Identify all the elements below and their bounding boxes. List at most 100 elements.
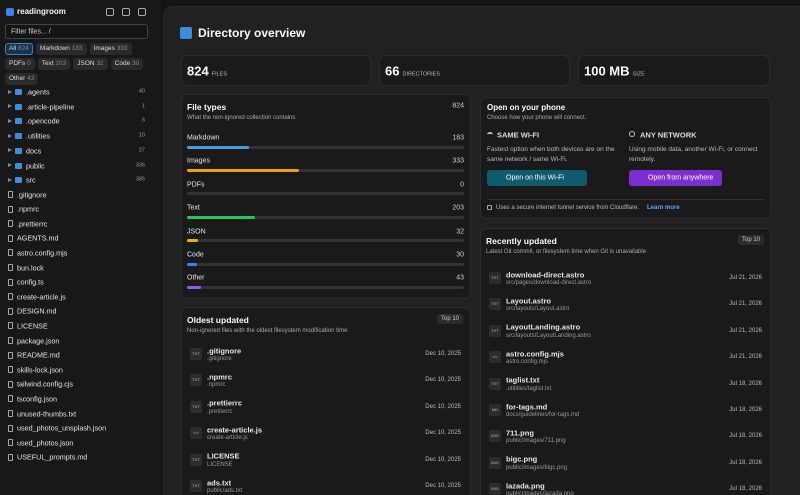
row-date: Dec 10, 2025 [425,456,461,463]
type-label: PDFs [187,181,205,189]
filter-chip[interactable]: Other 43 [5,73,39,85]
caret[interactable] [8,177,12,182]
row-date: Dec 10, 2025 [425,377,461,384]
row-name: LayoutLanding.astro [506,322,581,332]
file-icon [8,322,13,330]
file-icon [8,380,13,388]
filter-input[interactable]: Filter files... / [5,24,148,39]
stat: 824 FILES [187,64,227,78]
file-type-icon: IMG [489,483,501,495]
icon-label: TXT [192,377,200,383]
file-name: .gitignore [17,189,47,199]
file-name: DESIGN.md [17,306,57,316]
file-name: skills-lock.json [17,365,63,375]
chip-count: 30 [132,60,140,67]
row-path: .utilities/taglist.txt [506,385,552,392]
caret[interactable] [8,118,12,123]
row-date: Jul 18, 2026 [729,380,762,387]
bar-track [187,262,464,266]
icon-label: </> [193,430,199,436]
row-name: .gitignore [207,345,242,355]
file-types-card [181,94,471,299]
caret[interactable] [8,104,12,109]
caret[interactable] [8,133,12,138]
folder-name: .agents [26,87,50,97]
file-name: astro.config.mjs [17,248,68,258]
file-icon [8,453,13,461]
chip-count: 0 [27,60,31,67]
row-name: bigc.png [506,454,538,464]
row-name: astro.config.mjs [506,348,564,358]
icon-label: TXT [192,483,200,488]
file-name: .prettierrc [17,219,48,229]
filter-chip[interactable]: Code 30 [110,58,144,70]
type-label: Code [187,251,204,259]
file-name: README.md [17,350,60,360]
filter-chip[interactable]: PDFs 0 [5,58,35,70]
divider [487,199,764,200]
file-type-icon: TXT [489,377,501,390]
wifi-button[interactable]: Open on this Wi-Fi [487,170,587,186]
chip-count: 824 [18,45,29,52]
icon-label: TXT [491,380,499,386]
folder-count: 27 [138,147,145,154]
card-subtitle: What the non-ignored collection contains [187,115,296,121]
filter-chip[interactable]: Markdown 183 [35,43,87,55]
learn-more-link[interactable]: Learn more [647,205,680,211]
bar [187,239,198,243]
folder-name: public [26,160,45,170]
icon-label: TXT [192,403,200,409]
folder-icon [15,89,22,95]
folder-icon [15,103,22,110]
icon-label: IMG [491,433,499,439]
card-title: Recently updated [486,235,557,246]
bar-track [187,168,464,172]
chip-label: JSON [77,60,95,67]
card-subtitle: Non-ignored files with the oldest filesy… [187,328,348,334]
row-path: create-article.js [207,435,248,442]
bar-track [187,285,464,289]
chip-label: Markdown [39,45,70,52]
row-name: lazada.png [506,480,545,490]
file-type-icon: IMG [489,430,501,443]
button-label: Open from anywhere [648,174,714,182]
wifi-icon [487,132,493,137]
file-icon [8,366,13,374]
header-icon[interactable] [138,8,146,16]
filter-chip[interactable]: Images 333 [89,43,132,55]
caret[interactable] [8,89,12,94]
row-path: public/images/bigc.png [506,464,568,471]
app-logo [6,8,14,16]
row-name: .prettierrc [207,398,243,408]
caret[interactable] [8,163,12,167]
filter-chip[interactable]: JSON 32 [73,58,108,70]
folder-name: .utilities [26,131,50,141]
filter-chip[interactable]: All 824 [5,43,33,55]
row-date: Dec 10, 2025 [425,483,461,489]
globe-icon [629,131,635,137]
folder-name: .article-pipeline [26,102,75,112]
caret[interactable] [8,148,12,153]
filter-chip[interactable]: Text 203 [37,58,71,70]
icon-label: MD [491,407,499,412]
row-path: .prettierrc [207,408,233,415]
icon-label: IMG [491,459,499,465]
file-icon [8,205,13,213]
icon-label: TXT [192,351,200,356]
card-title: Oldest updated [187,314,249,325]
file-name: bun.lock [17,262,44,272]
type-count: 43 [456,274,464,282]
stat-card [578,55,770,86]
row-date: Jul 21, 2026 [729,301,762,308]
chip-label: Text [41,60,54,67]
page-title: Directory overview [198,26,306,40]
file-type-icon: </> [190,427,202,440]
note: Uses a secure internet tunnel service fr… [496,205,640,211]
row-date: Jul 21, 2026 [729,275,762,281]
anywhere-button[interactable]: Open from anywhere [629,170,722,186]
header-icon[interactable] [106,8,114,16]
file-icon [8,410,13,417]
header-icon[interactable] [122,8,130,16]
file-icon [8,424,13,432]
file-icon [8,264,13,271]
